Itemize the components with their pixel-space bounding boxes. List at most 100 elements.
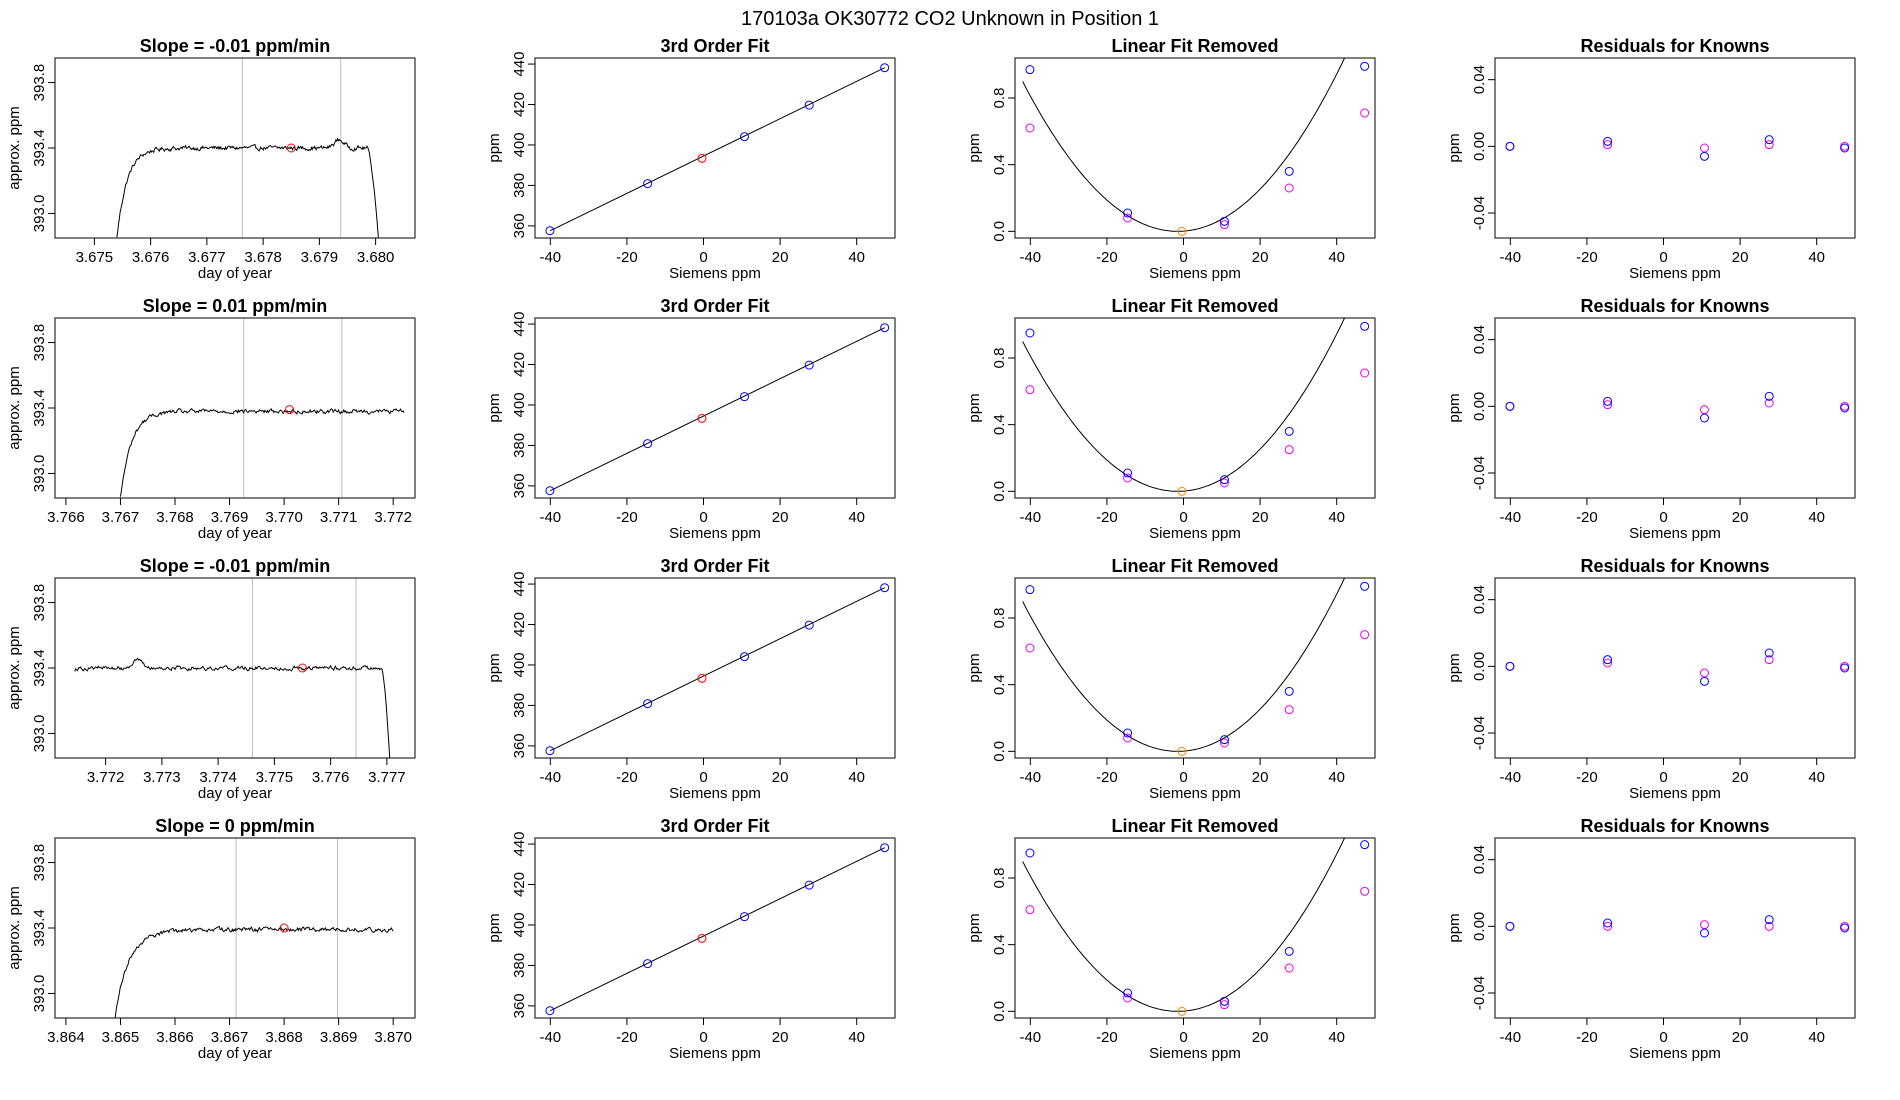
y-axis-label: ppm (486, 133, 503, 162)
unknown-point (697, 413, 707, 423)
plot-frame (534, 577, 896, 759)
known-point (1025, 65, 1035, 75)
x-tick-label: -40 (539, 509, 561, 526)
x-tick-label: 40 (1808, 509, 1825, 526)
known-point (739, 912, 749, 922)
x-tick-label: 0 (699, 249, 707, 266)
known-point (880, 843, 890, 853)
plot-grid: Slope = -0.01 ppm/min 3.675 3.676 3.677 3.67… (6, 36, 1856, 1062)
x-tick-label: -20 (616, 769, 638, 786)
x-tick-label: -20 (1096, 509, 1118, 526)
known-point (545, 746, 555, 756)
known-point (739, 132, 749, 142)
panel-title: Slope = 0 ppm/min (155, 816, 315, 836)
plot-frame (54, 317, 416, 499)
x-tick-label: -20 (616, 509, 638, 526)
unknown-point (697, 933, 707, 943)
known-point (1284, 426, 1294, 436)
known-point (1764, 648, 1774, 658)
x-axis-label: Siemens ppm (669, 785, 761, 802)
panel-title: Residuals for Knowns (1580, 36, 1769, 56)
known-point (1284, 946, 1294, 956)
x-tick-label: 0 (1659, 509, 1667, 526)
x-axis-label: Siemens ppm (1149, 525, 1241, 542)
y-tick-label: 400 (511, 912, 528, 937)
panel-title: Slope = -0.01 ppm/min (140, 36, 331, 56)
y-tick-label: -0.04 (1471, 196, 1488, 230)
plot-area (116, 58, 379, 238)
x-tick-label: 0 (699, 1029, 707, 1046)
plot-frame (54, 57, 416, 239)
x-tick-label: 3.776 (312, 769, 350, 786)
cubic-point (1603, 400, 1613, 410)
known-point (880, 323, 890, 333)
y-axis-label: approx. ppm (6, 886, 23, 969)
known-point (1123, 468, 1133, 478)
plot-area (1505, 915, 1850, 938)
known-point (643, 959, 653, 969)
y-axis-label: ppm (486, 393, 503, 422)
known-point (804, 100, 814, 110)
y-tick-label: 360 (511, 473, 528, 498)
x-tick-label: 0 (1659, 769, 1667, 786)
known-point (804, 620, 814, 630)
x-tick-label: 3.774 (199, 769, 237, 786)
x-tick-label: 40 (848, 249, 865, 266)
plot-area (545, 63, 890, 236)
x-tick-label: 40 (1808, 769, 1825, 786)
x-axis-label: Siemens ppm (1629, 1045, 1721, 1062)
x-tick-label: 3.677 (188, 249, 226, 266)
cubic-point (1025, 123, 1035, 133)
cubic-point (1219, 478, 1229, 488)
cubic-point (1699, 143, 1709, 153)
y-axis-label: ppm (966, 653, 983, 682)
x-tick-label: 40 (848, 769, 865, 786)
x-tick-label: 0 (699, 509, 707, 526)
panel-title: Linear Fit Removed (1111, 816, 1278, 836)
known-point (1603, 136, 1613, 146)
unknown-point (697, 153, 707, 163)
cubic-point (1764, 655, 1774, 665)
plot-area (1022, 58, 1370, 236)
panel-1-2: 3rd Order Fit -40 -20 0 20 40 360 380 400 420 440 S… (486, 36, 896, 282)
panel-4-1: Slope = 0 ppm/min 3.864 3.865 3.866 3.867 3.8… (6, 816, 416, 1062)
panel-title: Linear Fit Removed (1111, 556, 1278, 576)
known-point (1699, 676, 1709, 686)
panel-4-2: 3rd Order Fit -40 -20 0 20 40 360 380 400 420 440 S… (486, 816, 896, 1062)
y-axis-label: ppm (486, 653, 503, 682)
cubic-point (1284, 445, 1294, 455)
y-tick-label: 393.4 (31, 389, 48, 427)
y-axis-label: ppm (486, 913, 503, 942)
y-tick-label: 440 (511, 52, 528, 77)
y-tick-label: 0.0 (991, 481, 1008, 502)
x-tick-label: 40 (1328, 249, 1345, 266)
known-point (1764, 135, 1774, 145)
y-axis-label: ppm (1446, 653, 1463, 682)
cubic-point (1219, 1000, 1229, 1010)
plot-area (545, 583, 890, 756)
y-tick-label: 0.4 (991, 674, 1008, 695)
known-point (1219, 475, 1229, 485)
panel-title: 3rd Order Fit (660, 816, 769, 836)
x-tick-label: 20 (1252, 249, 1269, 266)
x-tick-label: -40 (1019, 1029, 1041, 1046)
cubic-point (1025, 643, 1035, 653)
panel-title: Residuals for Knowns (1580, 816, 1769, 836)
x-tick-label: -40 (1019, 769, 1041, 786)
plot-frame (534, 837, 896, 1019)
x-tick-label: 20 (1252, 769, 1269, 786)
known-point (643, 439, 653, 449)
known-point (880, 63, 890, 73)
y-tick-label: 393.4 (31, 129, 48, 167)
panel-1-3: Linear Fit Removed -40 -20 0 20 40 0.0 0.4 0.8 Si… (966, 36, 1376, 282)
x-tick-label: 0 (1179, 249, 1187, 266)
panel-1-1: Slope = -0.01 ppm/min 3.675 3.676 3.677 3.67… (6, 36, 416, 282)
x-tick-label: 3.777 (368, 769, 406, 786)
y-tick-label: 0.4 (991, 934, 1008, 955)
known-point (1219, 996, 1229, 1006)
unknown-point (1177, 1006, 1187, 1016)
known-point (1603, 396, 1613, 406)
y-tick-label: 393.0 (31, 715, 48, 753)
cubic-point (1764, 140, 1774, 150)
x-tick-label: 40 (1808, 249, 1825, 266)
